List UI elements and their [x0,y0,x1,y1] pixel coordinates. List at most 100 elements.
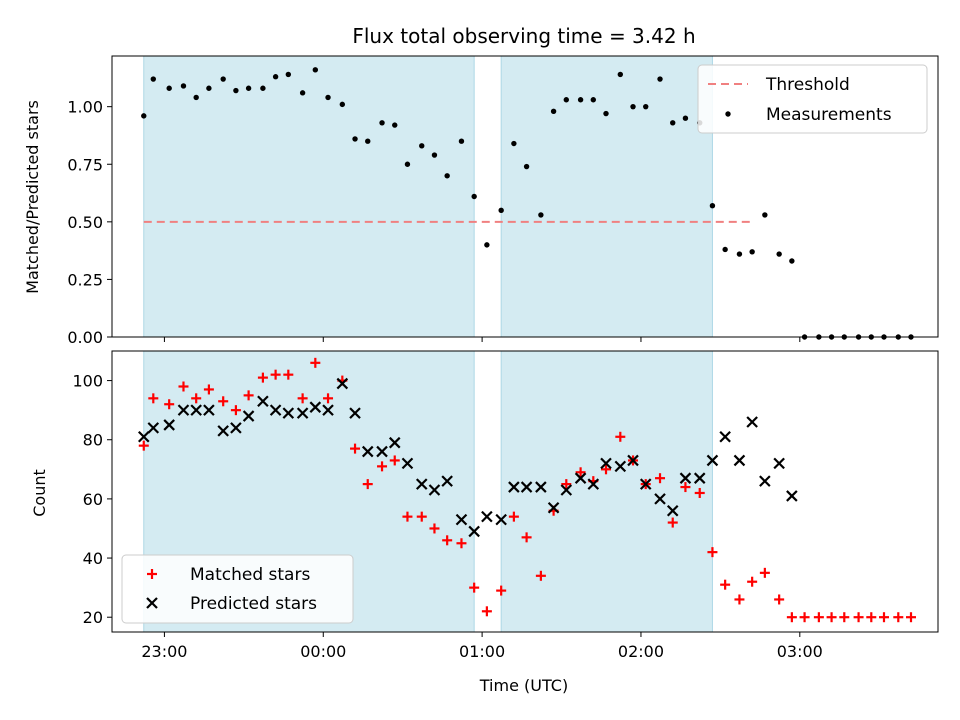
measurement-point [299,90,306,96]
predicted-marker-b [481,510,493,523]
measurement-point [776,251,782,257]
predicted-marker-b [361,445,374,458]
matched-star-point [878,612,889,623]
predicted-marker-b [508,481,520,493]
predicted-star-point [587,478,600,490]
predicted-star-point [786,490,798,502]
measurement-point [150,76,156,82]
matched-star-point [667,517,678,528]
top-y-tick-label: 0.00 [67,328,103,347]
predicted-star-point [217,425,229,437]
measurement-point [404,161,411,167]
predicted-star-point [719,431,731,443]
measurement-point [471,193,477,200]
measurement-point [233,87,239,94]
predicted-marker-b [296,407,309,419]
predicted-marker-b [441,475,453,487]
measurement-point [670,120,676,126]
predicted-star-point [322,404,334,416]
measurement-point [484,242,490,248]
predicted-star-point [733,454,746,467]
matched-star-point [759,567,770,578]
predicted-marker-b [282,407,295,419]
measurement-point [458,138,465,144]
predicted-marker-b [574,472,587,484]
predicted-star-point [190,404,202,416]
matched-star-point [297,393,308,404]
measurement-point [431,152,438,158]
bottom-y-tick-label: 80 [83,431,103,450]
matched-star-point [615,431,626,442]
predicted-star-point [336,377,349,390]
matched-star-point [402,511,413,522]
predicted-star-point [535,481,547,493]
matched-star-point [456,538,467,549]
measurement-point [141,113,147,119]
top-y-tick-label: 1.00 [67,98,103,117]
matched-star-point [178,381,189,392]
measurement-point [180,83,187,89]
matched-star-point [496,585,507,596]
predicted-star-point [203,404,215,416]
measurement-point [392,122,398,128]
measurement-point [444,173,450,179]
bottom-y-tick-label: 100 [72,372,103,391]
measurement-point [722,246,728,253]
predicted-star-point [627,454,639,467]
bottom-y-axis-label: Count [30,469,49,517]
matched-star-point [270,369,281,380]
top-y-tick-label: 0.50 [67,213,103,232]
predicted-star-point [349,407,361,419]
matched-star-point [734,594,745,605]
matched-star-point [481,606,492,617]
bottom-x-ticks: 23:00 00:00 01:00 02:00 03:00 [141,632,823,661]
matched-star-point [707,547,718,558]
predicted-star-point [666,504,679,517]
measurement-point [617,71,624,78]
matched-star-point [442,535,453,546]
x-tick-label: 23:00 [141,642,187,661]
matched-star-point [575,467,586,478]
bottom-legend: Matched stars Predicted stars [121,554,354,624]
measurement-point [762,212,768,218]
legend-predicted-swatch [146,597,158,609]
matched-star-point [138,440,149,451]
matched-star-point [416,511,427,522]
matched-star-point [826,612,837,623]
predicted-star-point [679,472,692,484]
predicted-star-point [296,407,309,419]
matched-star-point [469,582,480,593]
predicted-star-point [455,513,468,526]
x-tick-label: 02:00 [618,642,664,661]
matched-star-point [535,570,546,581]
predicted-star-point [376,445,388,458]
predicted-marker-b [137,431,150,443]
measurement-point [379,120,385,126]
predicted-marker-b [217,425,229,437]
legend-threshold-label: Threshold [765,75,850,95]
predicted-star-point [137,431,150,443]
ratio-panel: 0.00 0.25 0.50 0.75 1.00 Flux total observin… [23,24,939,347]
bottom-y-ticks: 20 40 60 80 100 [72,372,112,627]
measurement-point [538,212,544,218]
matched-star-point [323,393,334,404]
predicted-star-point [401,457,414,470]
matched-star-point [218,396,229,407]
matched-star-point [853,612,864,623]
predicted-marker-b [746,416,758,428]
top-y-tick-label: 0.25 [67,270,103,289]
x-axis-label: Time (UTC) [479,676,568,695]
measurement-point [352,136,358,142]
predicted-star-point [481,510,493,523]
predicted-marker-b [560,484,573,496]
legend-measurements-swatch [725,111,731,117]
predicted-star-point [415,478,428,490]
matched-star-point [164,399,175,410]
predicted-marker-b [163,419,175,431]
predicted-star-point [706,454,719,467]
predicted-star-point [269,404,282,416]
predicted-star-point [693,472,706,484]
predicted-star-point [495,513,507,526]
bottom-y-tick-label: 40 [83,549,103,568]
